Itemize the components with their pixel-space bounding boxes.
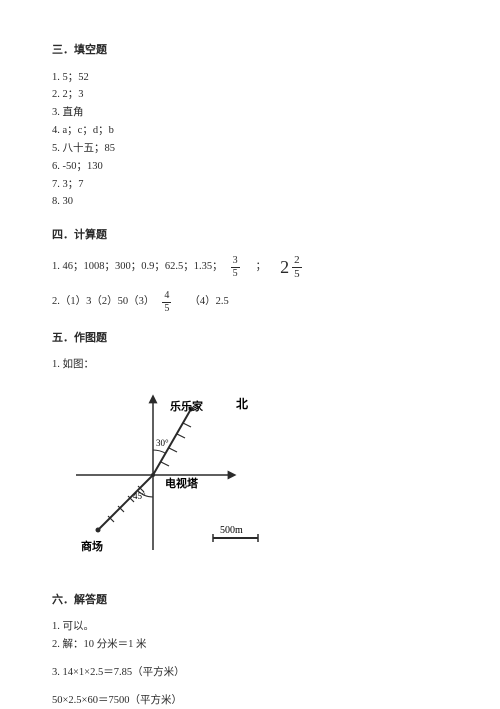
answer-item: 1. 5；52 bbox=[52, 69, 448, 87]
calc-suffix: （4）2.5 bbox=[189, 294, 228, 310]
label-angle-45: 45° bbox=[133, 491, 146, 501]
section-fill-blank: 三．填空题 1. 5；52 2. 2；3 3. 直角 4. a；c；d；b 5.… bbox=[52, 42, 448, 211]
answer-item: 1. 可以。 bbox=[52, 618, 448, 636]
separator: ； bbox=[256, 259, 267, 275]
fraction-num: 3 bbox=[231, 256, 240, 268]
answer-item: 4. a；c；d；b bbox=[52, 122, 448, 140]
label-tower: 电视塔 bbox=[165, 476, 199, 490]
direction-diagram: 北 乐乐家 电视塔 商场 500m 30° 45° bbox=[58, 380, 448, 576]
answer-item: 2. 2；3 bbox=[52, 86, 448, 104]
fraction: 2 5 bbox=[292, 255, 302, 280]
answer-item: 3. 14×1×2.5＝7.85（平方米） bbox=[52, 664, 448, 682]
calc-prefix: 1. 46；1008；300；0.9；62.5；1.35； bbox=[52, 259, 223, 275]
fraction-den: 5 bbox=[292, 268, 302, 280]
calc-prefix: 2.（1）3（2）50（3） bbox=[52, 294, 154, 310]
answer-item: 3. 直角 bbox=[52, 104, 448, 122]
fraction-den: 5 bbox=[231, 268, 240, 279]
answer-item: 8. 30 bbox=[52, 193, 448, 211]
section-title: 三．填空题 bbox=[52, 42, 448, 59]
label-scale: 500m bbox=[220, 525, 243, 536]
section-title: 六．解答题 bbox=[52, 592, 448, 609]
section-drawing: 五．作图题 1. 如图： bbox=[52, 330, 448, 576]
calc-line-1: 1. 46；1008；300；0.9；62.5；1.35； 3 5 ； 2 2 … bbox=[52, 254, 448, 281]
fraction: 3 5 bbox=[231, 256, 240, 279]
answer-item: 2. 解：10 分米＝1 米 bbox=[52, 636, 448, 654]
mixed-whole: 2 bbox=[280, 254, 289, 281]
fraction-num: 4 bbox=[162, 291, 171, 303]
mixed-number: 2 2 5 bbox=[280, 254, 304, 281]
fraction-den: 5 bbox=[162, 303, 171, 314]
fraction: 4 5 bbox=[162, 291, 171, 314]
answer-item: 6. -50；130 bbox=[52, 158, 448, 176]
section-title: 五．作图题 bbox=[52, 330, 448, 347]
answer-item: 50×2.5×60＝7500（平方米） bbox=[52, 692, 448, 709]
label-home: 乐乐家 bbox=[170, 399, 204, 413]
drawing-intro: 1. 如图： bbox=[52, 356, 448, 374]
diagram-svg: 北 乐乐家 电视塔 商场 500m 30° 45° bbox=[58, 380, 288, 570]
fraction-num: 2 bbox=[292, 255, 302, 268]
calc-line-2: 2.（1）3（2）50（3） 4 5 （4）2.5 bbox=[52, 291, 448, 314]
label-angle-30: 30° bbox=[156, 438, 169, 448]
section-solve: 六．解答题 1. 可以。 2. 解：10 分米＝1 米 3. 14×1×2.5＝… bbox=[52, 592, 448, 709]
answer-item: 5. 八十五；85 bbox=[52, 140, 448, 158]
section-title: 四．计算题 bbox=[52, 227, 448, 244]
label-north: 北 bbox=[236, 396, 248, 411]
answer-item: 7. 3；7 bbox=[52, 176, 448, 194]
label-mall: 商场 bbox=[81, 539, 103, 553]
section-calculation: 四．计算题 1. 46；1008；300；0.9；62.5；1.35； 3 5 … bbox=[52, 227, 448, 314]
